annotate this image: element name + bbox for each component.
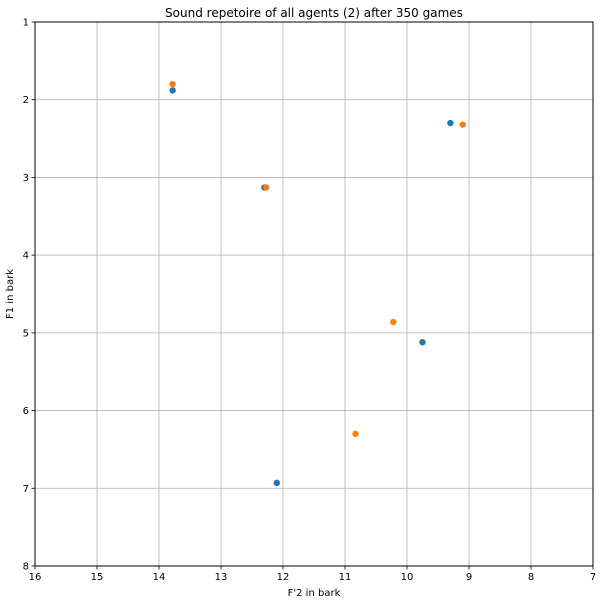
x-tick-label: 13 [215,572,228,583]
scatter-point [169,80,176,88]
chart-title: Sound repetoire of all agents (2) after … [165,6,463,20]
scatter-point [447,119,454,127]
scatter-point [263,184,270,191]
x-tick-label: 10 [401,572,414,583]
x-tick-label: 14 [153,572,166,583]
x-tick-label: 7 [590,572,596,583]
y-tick-label: 3 [23,173,29,184]
x-tick-label: 15 [91,572,104,583]
x-tick-label: 9 [466,572,472,583]
x-tick-label: 12 [277,572,290,583]
x-tick-label: 16 [29,572,42,583]
y-tick-label: 2 [23,95,29,106]
y-tick-label: 7 [23,484,29,495]
scatter-point [273,479,280,487]
y-tick-label: 6 [23,406,29,417]
scatter-point [352,430,359,438]
plot-frame [34,21,594,567]
scatter-point [390,318,397,326]
y-tick-label: 4 [23,251,29,262]
points-layer [169,80,466,487]
x-tick-label: 8 [528,572,534,583]
scatter-point [169,87,176,94]
scatter-point [459,121,466,128]
y-axis-label: F1 in bark [5,269,16,319]
x-axis-label: F'2 in bark [288,588,341,599]
y-tick-label: 1 [23,18,29,29]
x-tick-label: 11 [339,572,352,583]
y-tick-label: 5 [23,328,29,339]
y-tick-label: 8 [23,562,29,573]
scatter-point [419,338,426,346]
